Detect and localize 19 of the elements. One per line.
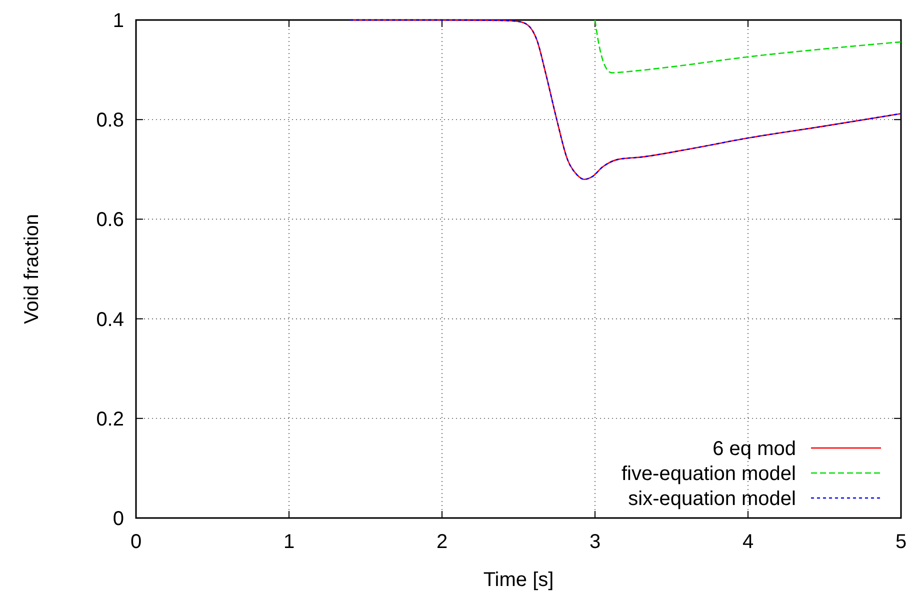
x-tick-label: 1 (283, 531, 295, 553)
x-tick-label: 0 (130, 531, 142, 553)
line-series (594, 19, 902, 74)
legend-label: 6 eq mod (712, 438, 796, 460)
y-tick-label: 0.4 (96, 308, 124, 331)
y-tick-label: 0.8 (96, 110, 124, 132)
legend-label: six-equation model (628, 488, 796, 510)
x-tick-label: 4 (742, 531, 754, 553)
y-axis-title: Void fraction (21, 214, 43, 324)
line-series (350, 19, 902, 180)
x-tick-label: 2 (436, 531, 448, 553)
legend-label: five-equation model (621, 463, 796, 485)
x-tick-label: 3 (589, 531, 601, 553)
x-tick-label: 5 (895, 531, 907, 553)
y-tick-label: 0 (112, 508, 124, 530)
x-axis-title: Time [s] (483, 569, 554, 591)
y-tick-label: 0.2 (96, 408, 124, 430)
y-tick-label: 1 (112, 10, 124, 32)
y-tick-label: 0.6 (96, 209, 124, 232)
